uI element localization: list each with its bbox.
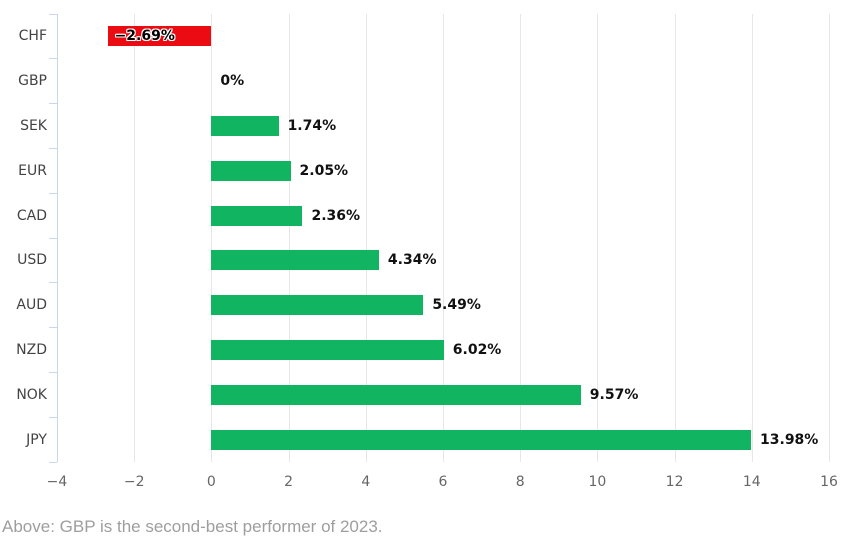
- gridline: [288, 14, 290, 462]
- x-tick-label: 16: [820, 474, 838, 490]
- x-tick-label: 8: [515, 474, 525, 490]
- gridline: [443, 14, 444, 462]
- bar-nok: [211, 384, 581, 405]
- value-label-nzd: 6.02%: [452, 342, 502, 358]
- category-label-cad: CAD: [16, 207, 47, 224]
- y-axis-tick: [49, 282, 57, 284]
- bar-nzd: [211, 340, 444, 360]
- gridline: [674, 14, 676, 462]
- category-label-jpy: JPY: [26, 431, 47, 448]
- bar-jpy: [211, 429, 752, 450]
- bar-eur: [211, 160, 291, 181]
- value-label-cad: 2.36%: [311, 207, 361, 224]
- y-axis-tick: [49, 147, 57, 149]
- y-axis-line: [57, 14, 58, 462]
- x-tick-label: 2: [284, 474, 294, 490]
- y-axis-tick: [49, 327, 57, 329]
- y-axis-tick: [49, 192, 57, 194]
- category-label-aud: AUD: [16, 297, 47, 314]
- y-axis-tick: [49, 416, 57, 418]
- value-label-aud: 5.49%: [432, 297, 481, 314]
- gridline: [520, 14, 522, 462]
- x-tick-label: −2: [123, 474, 145, 490]
- gridline: [211, 14, 213, 462]
- value-label-eur: 2.05%: [299, 162, 349, 179]
- value-label-gbp: 0%: [220, 73, 245, 90]
- category-label-nzd: NZD: [16, 342, 47, 358]
- gridline: [597, 14, 599, 462]
- bar-chf: [107, 26, 212, 47]
- chart-caption: Above: GBP is the second-best performer …: [2, 517, 383, 536]
- plot-area: −4 −2 0 2 4 6 8 10 12 14 16 CHF −2.69% GBP 0% SEK 1.74% E…: [16, 13, 838, 489]
- x-tick-label: −4: [46, 474, 68, 490]
- x-tick-label: 12: [665, 474, 684, 490]
- category-label-sek: SEK: [20, 118, 47, 134]
- gridline: [751, 14, 753, 462]
- value-label-jpy: 13.98%: [760, 431, 819, 448]
- y-axis-tick: [49, 237, 57, 239]
- x-tick-label: 10: [588, 474, 607, 490]
- bar-aud: [211, 295, 424, 316]
- gridline: [829, 14, 830, 462]
- y-axis-tick: [49, 13, 57, 15]
- bar-sek: [211, 116, 279, 136]
- x-tick-label: 6: [438, 474, 448, 490]
- bar-usd: [211, 250, 379, 271]
- category-label-gbp: GBP: [18, 73, 47, 90]
- category-label-eur: EUR: [18, 162, 47, 179]
- y-axis-tick: [49, 103, 57, 105]
- category-label-nok: NOK: [16, 386, 47, 403]
- y-axis-tick: [49, 461, 57, 463]
- value-label-sek: 1.74%: [287, 118, 337, 134]
- bar-cad: [211, 205, 303, 226]
- gridline: [134, 14, 136, 462]
- y-axis-tick: [49, 371, 57, 373]
- category-label-chf: CHF: [18, 28, 47, 45]
- y-axis-tick: [49, 58, 57, 60]
- value-label-nok: 9.57%: [589, 386, 639, 403]
- x-tick-label: 4: [361, 474, 371, 490]
- value-label-usd: 4.34%: [387, 252, 437, 269]
- x-tick-label: 14: [742, 474, 761, 490]
- gridline: [365, 14, 367, 462]
- x-tick-label: 0: [206, 474, 216, 490]
- value-label-chf: −2.69%: [114, 28, 175, 45]
- category-label-usd: USD: [17, 252, 47, 269]
